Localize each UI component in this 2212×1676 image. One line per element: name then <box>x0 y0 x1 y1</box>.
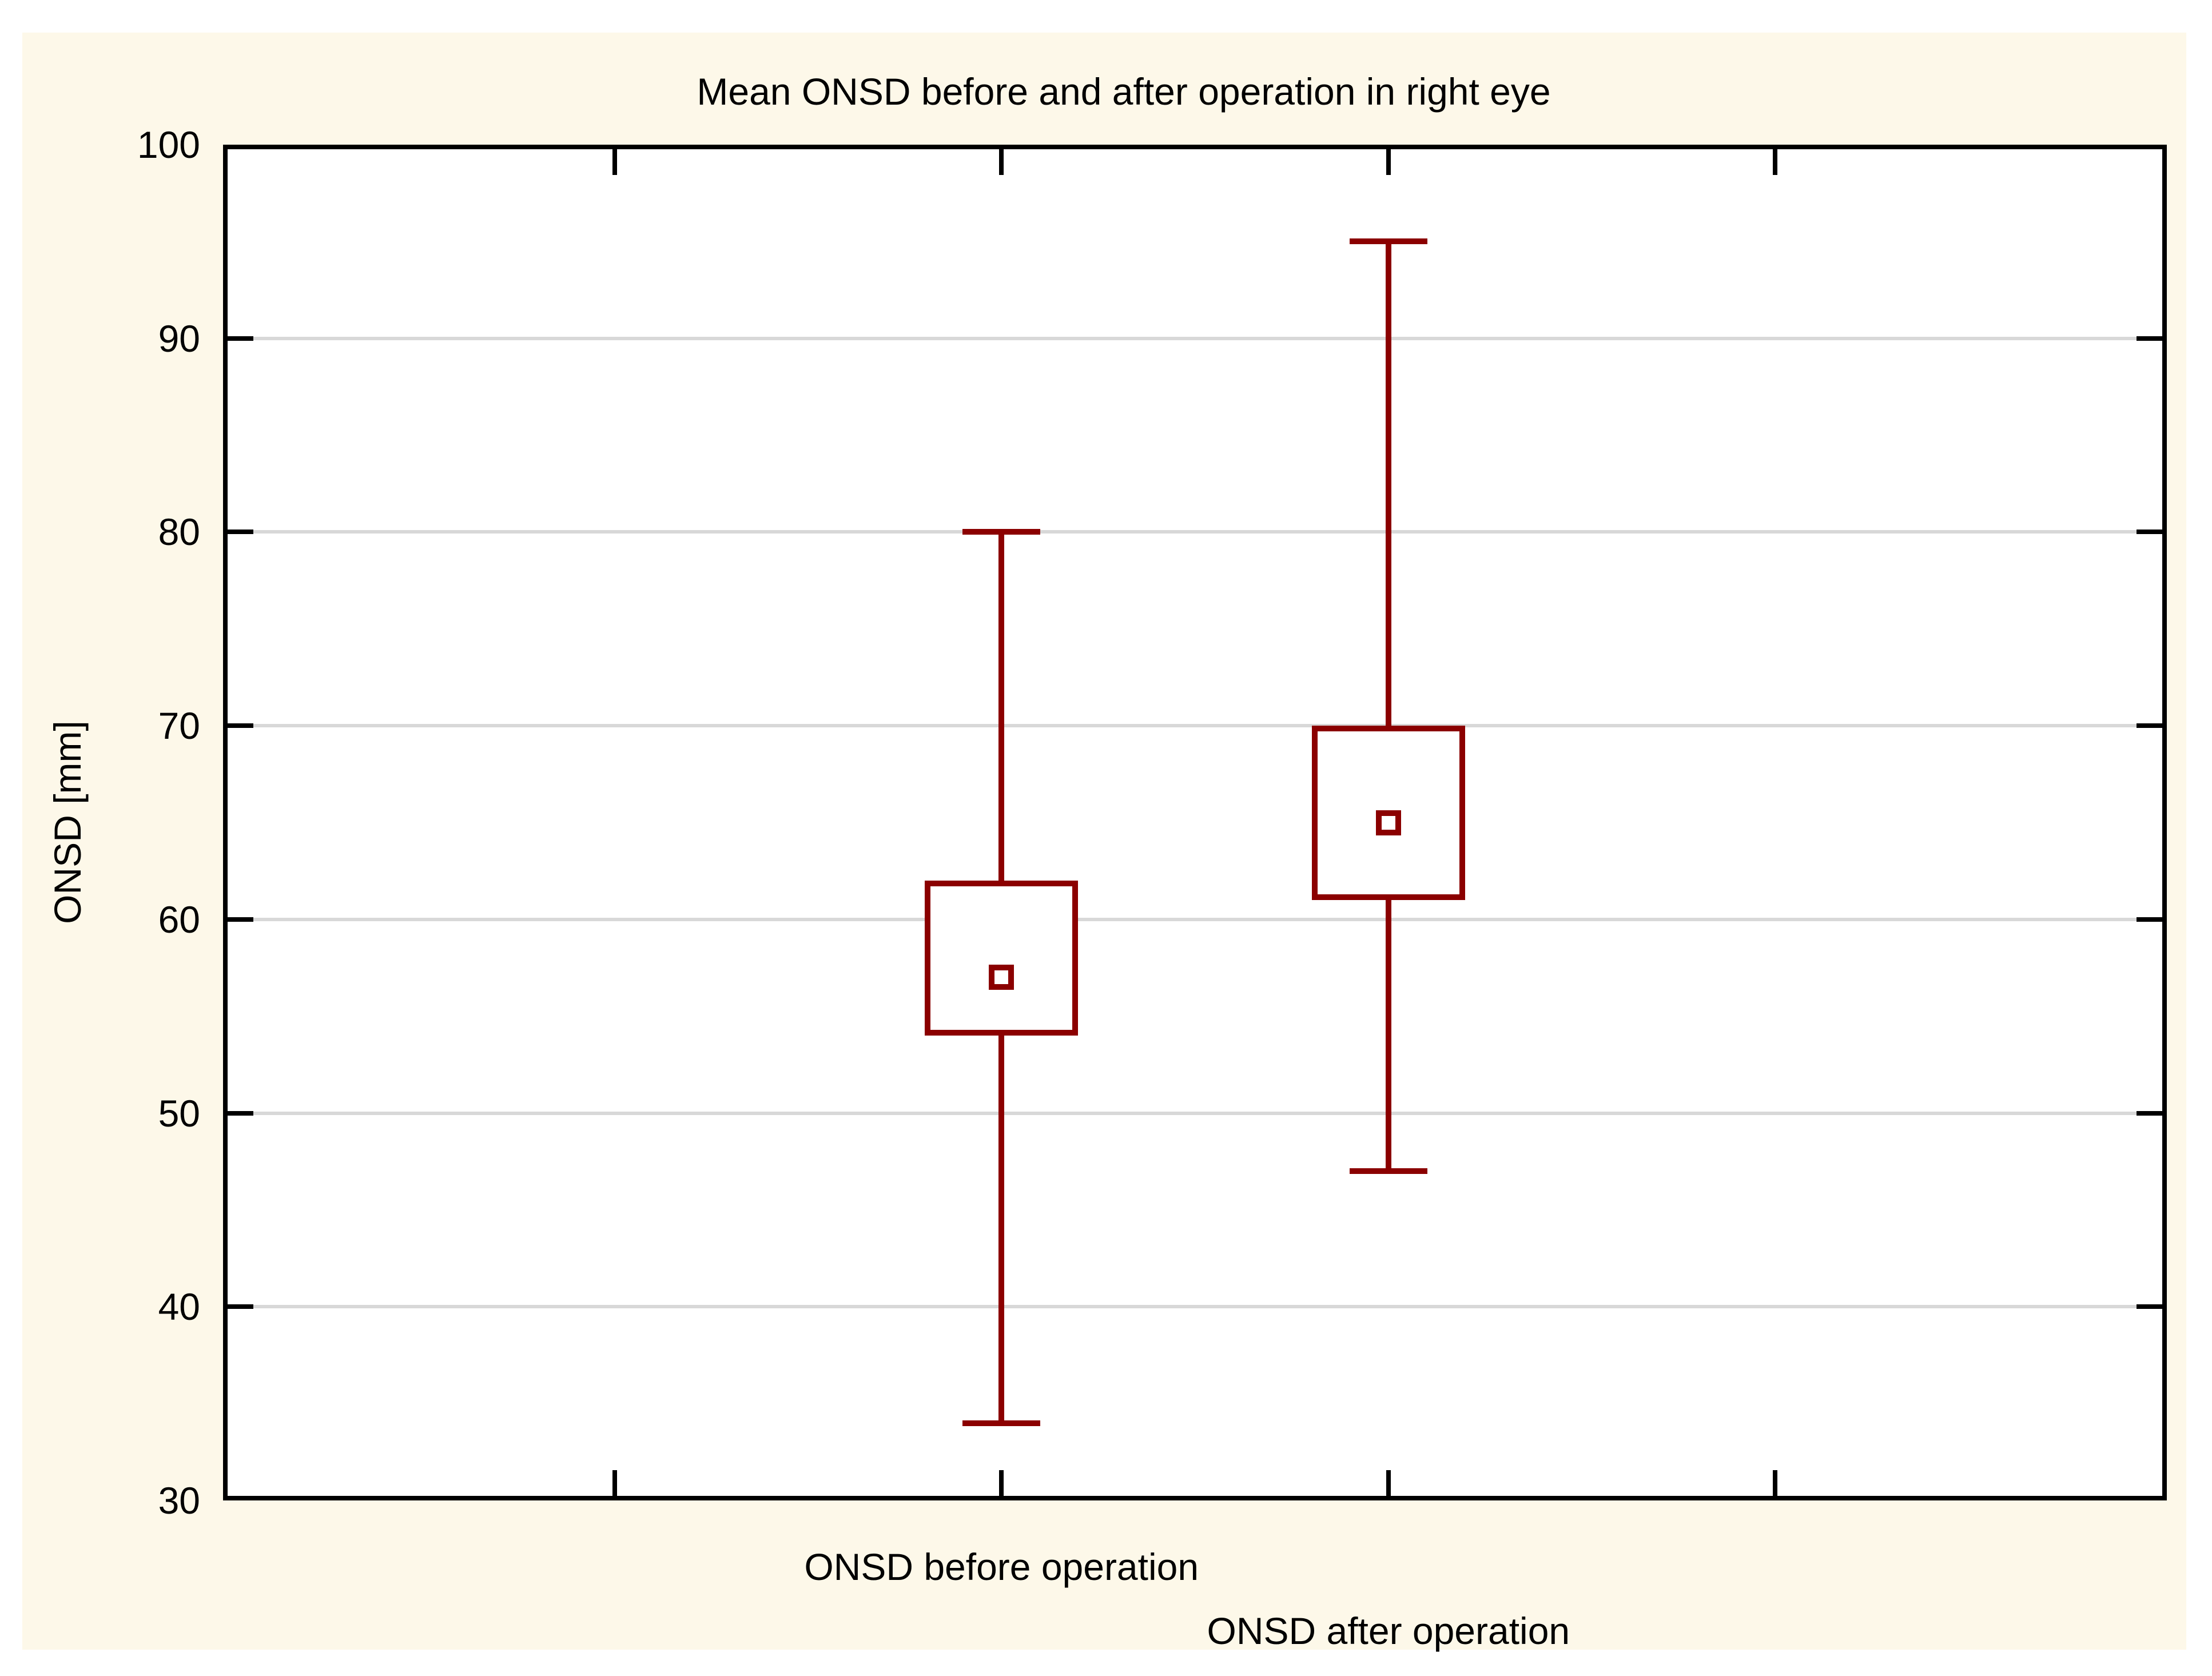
box <box>925 881 1079 1036</box>
plot-area <box>223 145 2167 1500</box>
y-tick-left <box>228 917 253 922</box>
x-category-label: ONSD before operation <box>804 1546 1199 1588</box>
x-tick-top <box>1386 149 1391 175</box>
whisker-cap-bottom <box>1349 1168 1427 1175</box>
y-tick-right <box>2137 336 2162 341</box>
gridline <box>228 917 2162 921</box>
y-tick-right <box>2137 723 2162 728</box>
y-tick-left <box>228 723 253 728</box>
plot-inner <box>228 149 2162 1496</box>
x-tick-top <box>1773 149 1778 175</box>
y-tick-right <box>2137 530 2162 535</box>
y-tick-label: 90 <box>158 317 200 360</box>
whisker-cap-top <box>1349 238 1427 245</box>
gridline <box>228 1111 2162 1115</box>
y-tick-label: 60 <box>158 898 200 941</box>
gridline <box>228 724 2162 728</box>
gridline <box>228 1305 2162 1309</box>
whisker-line <box>1385 241 1391 1172</box>
x-category-label: ONSD after operation <box>1207 1610 1570 1652</box>
x-tick-bottom <box>1773 1470 1778 1496</box>
gridline <box>228 530 2162 534</box>
x-tick-top <box>999 149 1004 175</box>
x-tick-bottom <box>612 1470 617 1496</box>
y-tick-label: 70 <box>158 704 200 747</box>
y-tick-left <box>228 1110 253 1116</box>
y-tick-label: 40 <box>158 1285 200 1328</box>
y-tick-right <box>2137 1304 2162 1309</box>
y-tick-left <box>228 336 253 341</box>
y-tick-right <box>2137 1110 2162 1116</box>
y-tick-label: 100 <box>137 124 200 166</box>
whisker-cap-top <box>962 529 1041 535</box>
gridline <box>228 336 2162 340</box>
y-tick-label: 30 <box>158 1479 200 1522</box>
mean-marker <box>989 965 1015 990</box>
y-tick-right <box>2137 917 2162 922</box>
y-tick-label: 80 <box>158 511 200 554</box>
chart-title: Mean ONSD before and after operation in … <box>697 70 1551 113</box>
y-axis-title: ONSD [mm] <box>46 720 89 924</box>
x-tick-bottom <box>1386 1470 1391 1496</box>
x-tick-top <box>612 149 617 175</box>
mean-marker <box>1375 810 1401 835</box>
y-tick-left <box>228 1304 253 1309</box>
y-tick-left <box>228 530 253 535</box>
y-tick-label: 50 <box>158 1092 200 1134</box>
whisker-cap-bottom <box>962 1420 1041 1426</box>
x-tick-bottom <box>999 1470 1004 1496</box>
